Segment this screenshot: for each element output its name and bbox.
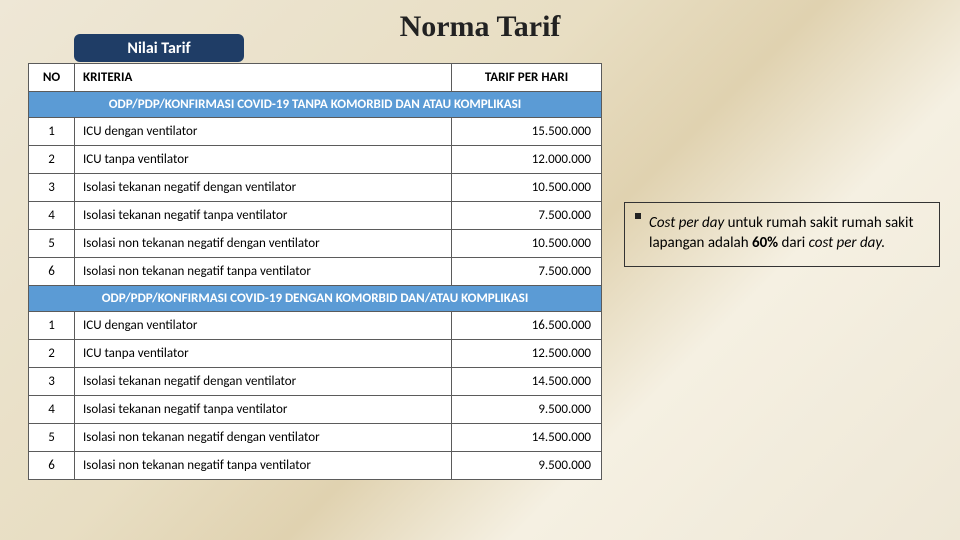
table-row: 5 Isolasi non tekanan negatif dengan ven… (29, 424, 602, 452)
cell-no: 4 (29, 396, 75, 424)
table-header-row: NO KRITERIA TARIF PER HARI (29, 64, 602, 92)
bullet-icon (635, 213, 641, 219)
cell-no: 2 (29, 340, 75, 368)
cell-no: 1 (29, 312, 75, 340)
table-row: 4 Isolasi tekanan negatif tanpa ventilat… (29, 202, 602, 230)
cell-kriteria: ICU tanpa ventilator (75, 146, 452, 174)
table-row: 5 Isolasi non tekanan negatif dengan ven… (29, 230, 602, 258)
cell-no: 6 (29, 452, 75, 480)
slide-page: Norma Tarif Nilai Tarif NO KRITERIA TARI… (0, 0, 960, 540)
note-box: Cost per day untuk rumah sakit rumah sak… (624, 202, 940, 267)
cell-tarif: 7.500.000 (452, 258, 602, 286)
section-heading-row: ODP/PDP/KONFIRMASI COVID-19 TANPA KOMORB… (29, 92, 602, 118)
cell-no: 3 (29, 368, 75, 396)
cell-tarif: 7.500.000 (452, 202, 602, 230)
cell-tarif: 10.500.000 (452, 230, 602, 258)
cell-tarif: 15.500.000 (452, 118, 602, 146)
cell-tarif: 14.500.000 (452, 424, 602, 452)
cell-no: 3 (29, 174, 75, 202)
cell-tarif: 14.500.000 (452, 368, 602, 396)
table-row: 6 Isolasi non tekanan negatif tanpa vent… (29, 258, 602, 286)
section-heading: ODP/PDP/KONFIRMASI COVID-19 DENGAN KOMOR… (29, 286, 602, 312)
cell-no: 4 (29, 202, 75, 230)
cell-tarif: 16.500.000 (452, 312, 602, 340)
cell-no: 1 (29, 118, 75, 146)
tarif-table: NO KRITERIA TARIF PER HARI ODP/PDP/KONFI… (28, 63, 602, 480)
tab-nilai-tarif: Nilai Tarif (74, 34, 244, 62)
cell-kriteria: Isolasi non tekanan negatif dengan venti… (75, 424, 452, 452)
cell-kriteria: Isolasi non tekanan negatif dengan venti… (75, 230, 452, 258)
table-row: 6 Isolasi non tekanan negatif tanpa vent… (29, 452, 602, 480)
note-text: Cost per day (649, 214, 724, 232)
cell-tarif: 9.500.000 (452, 452, 602, 480)
section-heading: ODP/PDP/KONFIRMASI COVID-19 TANPA KOMORB… (29, 92, 602, 118)
cell-kriteria: Isolasi tekanan negatif tanpa ventilator (75, 202, 452, 230)
table-row: 1 ICU dengan ventilator 15.500.000 (29, 118, 602, 146)
table-row: 3 Isolasi tekanan negatif dengan ventila… (29, 174, 602, 202)
table-row: 4 Isolasi tekanan negatif tanpa ventilat… (29, 396, 602, 424)
cell-tarif: 9.500.000 (452, 396, 602, 424)
cell-no: 5 (29, 424, 75, 452)
cell-kriteria: Isolasi non tekanan negatif tanpa ventil… (75, 452, 452, 480)
section-heading-row: ODP/PDP/KONFIRMASI COVID-19 DENGAN KOMOR… (29, 286, 602, 312)
cell-kriteria: Isolasi tekanan negatif tanpa ventilator (75, 396, 452, 424)
cell-no: 5 (29, 230, 75, 258)
table-row: 3 Isolasi tekanan negatif dengan ventila… (29, 368, 602, 396)
cell-no: 6 (29, 258, 75, 286)
note-text: dari (782, 234, 809, 252)
cell-kriteria: Isolasi tekanan negatif dengan ventilato… (75, 368, 452, 396)
col-header-tarif: TARIF PER HARI (452, 64, 602, 92)
cell-kriteria: Isolasi tekanan negatif dengan ventilato… (75, 174, 452, 202)
cell-kriteria: ICU dengan ventilator (75, 312, 452, 340)
cell-kriteria: ICU tanpa ventilator (75, 340, 452, 368)
table-row: 2 ICU tanpa ventilator 12.000.000 (29, 146, 602, 174)
cell-kriteria: ICU dengan ventilator (75, 118, 452, 146)
cell-tarif: 12.000.000 (452, 146, 602, 174)
note-text: 60% (752, 234, 782, 252)
cell-tarif: 12.500.000 (452, 340, 602, 368)
table-row: 1 ICU dengan ventilator 16.500.000 (29, 312, 602, 340)
cell-no: 2 (29, 146, 75, 174)
note-text: cost per day. (809, 234, 886, 252)
col-header-kriteria: KRITERIA (75, 64, 452, 92)
table-row: 2 ICU tanpa ventilator 12.500.000 (29, 340, 602, 368)
col-header-no: NO (29, 64, 75, 92)
cell-tarif: 10.500.000 (452, 174, 602, 202)
cell-kriteria: Isolasi non tekanan negatif tanpa ventil… (75, 258, 452, 286)
